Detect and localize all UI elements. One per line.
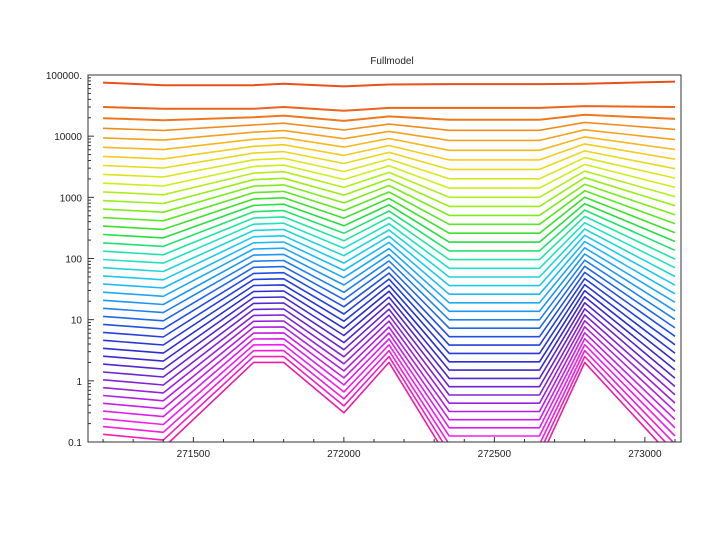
chart-title: Fullmodel	[370, 56, 413, 67]
x-tick-label: 273000	[628, 449, 662, 460]
x-tick-label: 271500	[177, 449, 211, 460]
series-line	[103, 190, 676, 226]
series-line	[103, 228, 676, 278]
series-line	[103, 302, 676, 380]
series-line	[103, 176, 676, 208]
series-line	[103, 150, 676, 171]
y-tick-label: 0.1	[68, 438, 82, 449]
x-axis: 271500 272000 272500 273000	[102, 437, 676, 460]
series-line	[103, 80, 676, 88]
series-line	[103, 183, 676, 217]
series-line	[103, 222, 676, 270]
series-line	[103, 129, 676, 142]
series-line	[103, 289, 676, 363]
y-tick-label: 100	[65, 255, 82, 266]
y-tick-label: 1	[76, 377, 82, 388]
series-line	[103, 314, 676, 396]
series-line	[103, 234, 676, 287]
y-tick-label: 10000	[54, 132, 82, 143]
series-line	[103, 247, 676, 304]
y-tick-label: 10	[71, 316, 83, 327]
series-line	[103, 332, 676, 421]
series-line	[103, 337, 676, 429]
series-line	[103, 202, 676, 243]
series-line	[103, 121, 676, 132]
series-line	[103, 355, 667, 442]
series-line	[103, 156, 676, 180]
series-line	[103, 320, 676, 404]
series-line	[103, 253, 676, 313]
series-line	[103, 308, 676, 388]
series-line	[103, 277, 676, 346]
series-line	[103, 209, 676, 252]
series-line	[103, 105, 676, 112]
series-line	[103, 215, 676, 261]
series-line	[103, 265, 676, 329]
series-line	[103, 113, 676, 122]
x-tick-label: 272000	[327, 449, 361, 460]
series-line	[103, 296, 676, 371]
series-line	[103, 361, 660, 442]
series-line	[103, 163, 676, 189]
series-line	[103, 136, 676, 152]
series-line	[103, 271, 676, 338]
series-line	[103, 143, 676, 161]
series-line	[103, 283, 676, 355]
series-line	[103, 240, 676, 295]
y-tick-label: 1000	[60, 193, 83, 204]
y-axis: 0.1 1 10 100 1000 10000 100000.	[46, 71, 94, 449]
series-line	[103, 343, 676, 437]
x-tick-label: 272500	[478, 449, 512, 460]
y-tick-label: 100000.	[46, 71, 82, 82]
series-layer	[103, 80, 676, 442]
series-line	[103, 259, 676, 321]
series-line	[103, 170, 676, 199]
series-line	[103, 349, 675, 442]
series-line	[103, 196, 676, 234]
series-line	[103, 326, 676, 413]
